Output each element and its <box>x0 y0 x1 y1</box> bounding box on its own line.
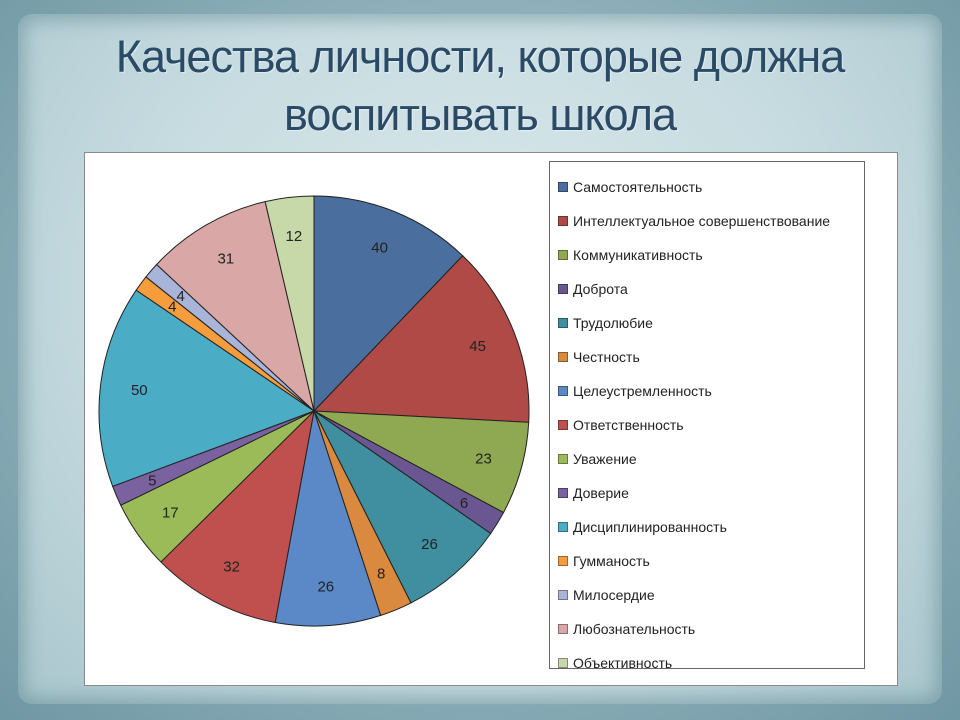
legend-label: Доброта <box>573 281 628 297</box>
legend-swatch <box>558 556 568 566</box>
legend-label: Объективность <box>573 655 673 671</box>
legend-item: Любознательность <box>558 619 695 639</box>
legend-item: Ответственность <box>558 415 684 435</box>
legend-swatch <box>558 488 568 498</box>
legend-label: Самостоятельность <box>573 179 703 195</box>
pie-slice-label: 4 <box>177 288 185 305</box>
legend-item: Уважение <box>558 449 637 469</box>
legend-item: Дисциплинированность <box>558 517 727 537</box>
legend-label: Гумманость <box>573 553 650 569</box>
legend-swatch <box>558 284 568 294</box>
legend-swatch <box>558 590 568 600</box>
pie-slice-label: 26 <box>317 579 334 596</box>
pie-slice-label: 12 <box>286 228 303 245</box>
legend-swatch <box>558 352 568 362</box>
legend-swatch <box>558 624 568 634</box>
legend-item: Милосердие <box>558 585 655 605</box>
pie-slice <box>155 201 315 413</box>
pie-slice-label: 17 <box>162 505 179 522</box>
pie-slice <box>264 195 315 412</box>
legend-label: Интеллектуальное совершенствование <box>573 213 831 229</box>
legend-label: Уважение <box>573 451 637 467</box>
legend-label: Ответственность <box>573 417 684 433</box>
slide-title: Качества личности, которые должна воспит… <box>40 28 920 144</box>
slide-title-line2: воспитывать школа <box>284 89 677 140</box>
legend-swatch <box>558 386 568 396</box>
legend-label: Дисциплинированность <box>573 519 727 535</box>
legend-item: Коммуникативность <box>558 245 703 265</box>
legend-item: Трудолюбие <box>558 313 653 333</box>
legend-item: Доброта <box>558 279 628 299</box>
legend-swatch <box>558 250 568 260</box>
legend-item: Целеустремленность <box>558 381 712 401</box>
pie-slice <box>98 289 316 487</box>
chart-legend: Самостоятельность Интеллектуальное соверш… <box>549 161 865 671</box>
legend-item: Честность <box>558 347 640 367</box>
pie-slice-label: 23 <box>475 450 492 467</box>
pie-slice-label: 4 <box>168 299 176 316</box>
legend-swatch <box>558 216 568 226</box>
legend-swatch <box>558 182 568 192</box>
legend-item: Гумманость <box>558 551 650 571</box>
legend-item: Самостоятельность <box>558 177 702 197</box>
pie-slice <box>312 255 530 423</box>
pie-slice-label: 31 <box>217 251 234 268</box>
legend-item: Объективность <box>558 653 672 673</box>
pie-slice <box>313 195 464 413</box>
legend-label: Любознательность <box>573 621 696 637</box>
pie-slice <box>313 410 492 604</box>
slide-title-line1: Качества личности, которые должна <box>115 31 846 82</box>
legend-item: Доверие <box>558 483 629 503</box>
legend-label: Честность <box>573 349 640 365</box>
pie-slice <box>160 409 315 624</box>
legend-item: Интеллектуальное совершенствование <box>558 211 830 231</box>
legend-label: Доверие <box>573 485 629 501</box>
legend-swatch <box>558 318 568 328</box>
pie-slice-label: 40 <box>371 240 388 257</box>
legend-swatch <box>558 420 568 430</box>
pie-slice-label: 5 <box>148 473 156 490</box>
pie-slice-label: 6 <box>460 495 468 512</box>
chart-area: 40 45 23 6 26 8 26 32 17 5 50 4 4 31 12 Самостоятельно… <box>84 152 898 686</box>
legend-swatch <box>558 522 568 532</box>
legend-swatch <box>558 658 568 668</box>
pie-slice-label: 50 <box>131 382 148 399</box>
pie-slice-label: 26 <box>421 536 438 553</box>
legend-label: Коммуникативность <box>573 247 703 263</box>
legend-label: Трудолюбие <box>573 315 653 331</box>
pie-slice-label: 45 <box>469 338 486 355</box>
legend-swatch <box>558 454 568 464</box>
pie-slice <box>274 410 382 627</box>
pie-slice-label: 8 <box>377 566 385 583</box>
pie-slice-label: 32 <box>223 559 240 576</box>
legend-label: Милосердие <box>573 587 655 603</box>
pie-chart: 40 45 23 6 26 8 26 32 17 5 50 44 31 12 <box>98 195 530 627</box>
legend-label: Целеустремленность <box>573 383 712 399</box>
